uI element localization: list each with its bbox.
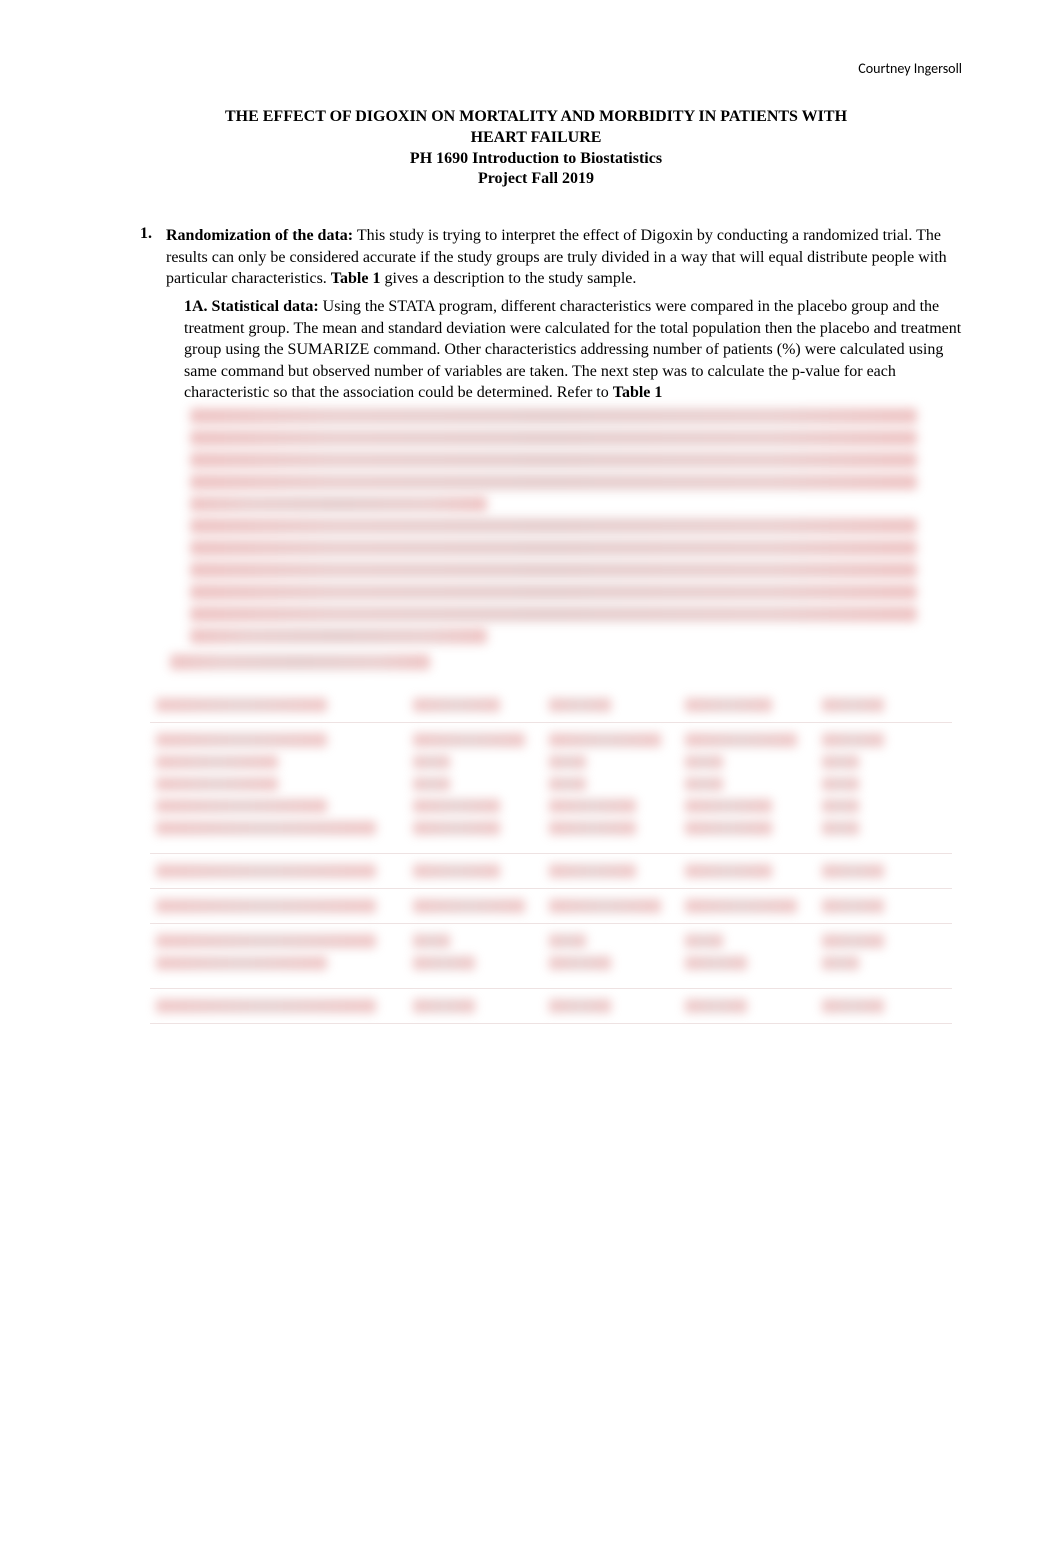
redacted-cell xyxy=(413,956,475,970)
redacted-cell xyxy=(822,698,884,712)
redacted-cell xyxy=(413,733,525,747)
redacted-cell xyxy=(685,799,772,813)
redacted-cell xyxy=(549,899,661,913)
redacted-cell xyxy=(685,733,797,747)
redacted-cell xyxy=(156,956,327,970)
redacted-cell xyxy=(156,864,376,878)
redacted-cell xyxy=(822,755,859,769)
redacted-cell xyxy=(822,899,884,913)
redacted-line xyxy=(190,540,917,556)
redacted-cell xyxy=(685,821,772,835)
title-line-3: PH 1690 Introduction to Biostatistics xyxy=(110,149,962,170)
redacted-cell xyxy=(549,821,636,835)
title-line-1: THE EFFECT OF DIGOXIN ON MORTALITY AND M… xyxy=(110,107,962,128)
redacted-cell xyxy=(822,934,884,948)
redacted-cell xyxy=(822,864,884,878)
section-1-table-ref: Table 1 xyxy=(331,270,381,287)
redacted-cell xyxy=(413,999,475,1013)
redacted-cell xyxy=(413,777,450,791)
redacted-cell xyxy=(156,698,327,712)
section-1a-table-ref: Table 1 xyxy=(613,384,663,401)
redacted-line xyxy=(190,628,487,644)
redacted-cell xyxy=(413,934,450,948)
section-1: 1. Randomization of the data: This study… xyxy=(140,225,962,290)
table-row xyxy=(150,988,952,1023)
section-1-number: 1. xyxy=(140,225,166,290)
redacted-line xyxy=(190,584,917,600)
redacted-line xyxy=(190,562,917,578)
redacted-cell xyxy=(685,777,722,791)
table-row xyxy=(150,923,952,988)
title-line-4: Project Fall 2019 xyxy=(110,169,962,190)
redacted-table xyxy=(140,688,962,1024)
redacted-cell xyxy=(685,899,797,913)
redacted-cell xyxy=(413,755,450,769)
redacted-cell xyxy=(413,698,500,712)
table-row xyxy=(150,853,952,888)
content-area: 1. Randomization of the data: This study… xyxy=(110,225,962,1024)
section-1-heading: Randomization of the data: xyxy=(166,227,353,244)
redacted-cell xyxy=(156,899,376,913)
redacted-cell xyxy=(413,899,525,913)
redacted-cell xyxy=(549,999,611,1013)
redacted-line xyxy=(190,606,917,622)
redacted-cell xyxy=(413,799,500,813)
section-1a-heading: 1A. Statistical data: xyxy=(184,298,319,315)
redacted-line xyxy=(190,452,917,468)
section-1-text-end: gives a description to the study sample. xyxy=(380,270,636,287)
redacted-line xyxy=(190,408,917,424)
redacted-cell xyxy=(156,755,278,769)
title-block: THE EFFECT OF DIGOXIN ON MORTALITY AND M… xyxy=(110,107,962,190)
section-1a: 1A. Statistical data: Using the STATA pr… xyxy=(140,296,962,404)
redacted-cell xyxy=(156,821,376,835)
redacted-cell xyxy=(549,799,636,813)
redacted-cell xyxy=(685,956,747,970)
redacted-cell xyxy=(549,698,611,712)
redacted-line xyxy=(190,496,487,512)
redacted-cell xyxy=(156,999,376,1013)
redacted-line xyxy=(190,474,917,490)
redacted-line xyxy=(190,518,917,534)
redacted-cell xyxy=(156,934,376,948)
redacted-cell xyxy=(413,821,500,835)
redacted-cell xyxy=(549,864,636,878)
redacted-cell xyxy=(413,864,500,878)
redacted-cell xyxy=(156,799,327,813)
redacted-cell xyxy=(549,934,586,948)
table-row xyxy=(150,888,952,923)
author-name: Courtney Ingersoll xyxy=(110,60,962,77)
title-line-2: HEART FAILURE xyxy=(110,128,962,149)
table-row xyxy=(150,722,952,853)
redacted-cell xyxy=(822,777,859,791)
section-1-body: Randomization of the data: This study is… xyxy=(166,225,962,290)
redacted-cell xyxy=(156,733,327,747)
redacted-line xyxy=(190,430,917,446)
redacted-cell xyxy=(822,799,859,813)
redacted-cell xyxy=(549,733,661,747)
redacted-cell xyxy=(685,698,772,712)
redacted-text-block xyxy=(140,408,962,670)
redacted-cell xyxy=(549,755,586,769)
redacted-cell xyxy=(822,956,859,970)
redacted-table-grid xyxy=(150,688,952,1024)
table-row xyxy=(150,688,952,723)
redacted-cell xyxy=(549,777,586,791)
redacted-cell xyxy=(156,777,278,791)
redacted-cell xyxy=(685,934,722,948)
redacted-cell xyxy=(685,999,747,1013)
redacted-cell xyxy=(822,733,884,747)
redacted-cell xyxy=(822,821,859,835)
redacted-cell xyxy=(685,755,722,769)
redacted-cell xyxy=(685,864,772,878)
redacted-cell xyxy=(549,956,611,970)
redacted-cell xyxy=(822,999,884,1013)
redacted-table-caption xyxy=(170,654,430,670)
